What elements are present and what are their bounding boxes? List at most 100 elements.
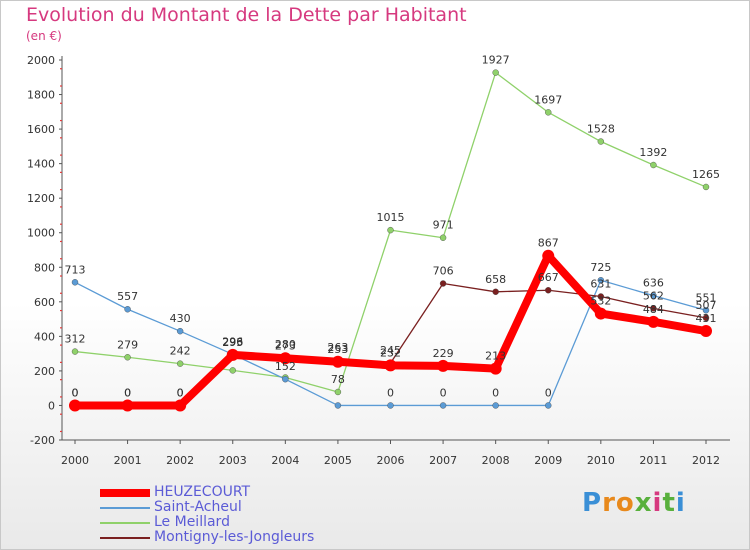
brand-letter: t	[662, 488, 676, 518]
legend-item: Le Meillard	[100, 514, 360, 530]
y-minor-tick	[60, 189, 62, 191]
data-label: 312	[65, 333, 86, 346]
data-label: 431	[696, 312, 717, 325]
data-label: 280	[275, 338, 296, 351]
y-tick-label: 1000	[27, 227, 55, 240]
data-point	[387, 402, 394, 409]
x-tick-label: 2006	[377, 454, 405, 467]
y-tick-label: 0	[48, 399, 55, 412]
y-minor-tick	[60, 68, 62, 70]
y-minor-tick	[60, 275, 62, 277]
data-point	[702, 183, 710, 191]
legend: HEUZECOURT Saint-Acheul Le Meillard Mont…	[100, 484, 360, 545]
data-point	[492, 288, 499, 295]
legend-swatch	[100, 537, 150, 539]
data-label: 557	[117, 290, 138, 303]
data-point	[279, 352, 292, 365]
data-label: 631	[590, 277, 611, 290]
data-point	[387, 226, 394, 234]
y-minor-tick	[60, 102, 62, 104]
y-minor-tick	[60, 223, 62, 225]
data-label: 1927	[482, 54, 510, 67]
data-label: 273	[275, 339, 296, 352]
y-minor-tick	[60, 379, 62, 381]
data-label: 279	[117, 338, 138, 351]
data-point	[334, 388, 342, 396]
data-point	[437, 359, 450, 372]
brand-logo: Proxiti	[582, 488, 686, 518]
y-minor-tick	[60, 171, 62, 173]
y-minor-tick	[60, 154, 62, 156]
y-minor-tick	[60, 327, 62, 329]
data-label: 658	[485, 273, 506, 286]
y-minor-tick	[60, 413, 62, 415]
y-tick-label: 600	[34, 296, 55, 309]
data-label: 213	[485, 350, 506, 363]
brand-letter: r	[602, 488, 616, 518]
data-point	[650, 161, 657, 169]
data-label: 971	[433, 219, 454, 232]
y-minor-tick	[60, 85, 62, 87]
data-point	[597, 293, 605, 300]
data-label: 78	[331, 373, 345, 386]
y-tick-label: 1400	[27, 158, 55, 171]
data-point	[71, 279, 79, 286]
x-tick-label: 2009	[534, 454, 562, 467]
data-label: 232	[380, 346, 401, 359]
data-label: 562	[643, 289, 664, 302]
y-minor-tick	[60, 309, 62, 312]
data-label: 242	[170, 345, 191, 358]
data-label: 263	[327, 341, 348, 354]
y-tick-label: 400	[34, 330, 55, 343]
y-tick-label: 200	[34, 365, 55, 378]
data-label: 1265	[692, 168, 720, 181]
data-point	[226, 348, 239, 361]
legend-swatch	[100, 522, 150, 524]
x-tick-label: 2007	[429, 454, 457, 467]
data-label: 0	[124, 386, 131, 399]
legend-swatch	[100, 489, 150, 497]
data-point	[282, 376, 289, 383]
data-label: 0	[124, 386, 131, 399]
data-point	[229, 367, 236, 374]
y-minor-tick	[60, 119, 62, 122]
y-minor-tick	[60, 344, 62, 346]
data-label: 0	[387, 386, 394, 399]
data-point	[174, 399, 187, 412]
data-point	[597, 138, 605, 145]
data-label: 152	[275, 360, 296, 373]
data-label: 293	[222, 336, 243, 349]
data-label: 0	[177, 386, 184, 399]
data-point	[71, 348, 79, 355]
data-label: 713	[65, 263, 86, 276]
data-point	[545, 287, 552, 294]
x-tick-label: 2012	[692, 454, 720, 467]
x-tick-label: 2003	[219, 454, 247, 467]
x-tick-label: 2000	[61, 454, 89, 467]
y-minor-tick	[60, 206, 62, 208]
chart-subtitle: (en €)	[26, 29, 62, 43]
brand-letter: i	[652, 488, 663, 518]
data-point	[702, 314, 710, 322]
legend-swatch	[100, 507, 150, 509]
series-line	[71, 251, 710, 410]
data-label: 507	[696, 299, 717, 312]
data-point	[69, 399, 81, 412]
data-point	[439, 402, 447, 409]
chart-title: Evolution du Montant de la Dette par Hab…	[26, 4, 467, 26]
x-tick-label: 2010	[587, 454, 615, 467]
legend-item: HEUZECOURT	[100, 484, 360, 500]
data-point	[492, 402, 499, 409]
data-point	[597, 277, 605, 284]
data-label: 725	[590, 261, 611, 274]
data-label: 532	[590, 295, 611, 308]
data-point	[334, 402, 342, 409]
data-label: 1697	[534, 93, 562, 106]
data-point	[650, 292, 657, 299]
data-label: 1392	[639, 146, 667, 159]
data-point	[331, 355, 344, 368]
data-label: 245	[380, 344, 401, 357]
data-point	[492, 69, 499, 76]
